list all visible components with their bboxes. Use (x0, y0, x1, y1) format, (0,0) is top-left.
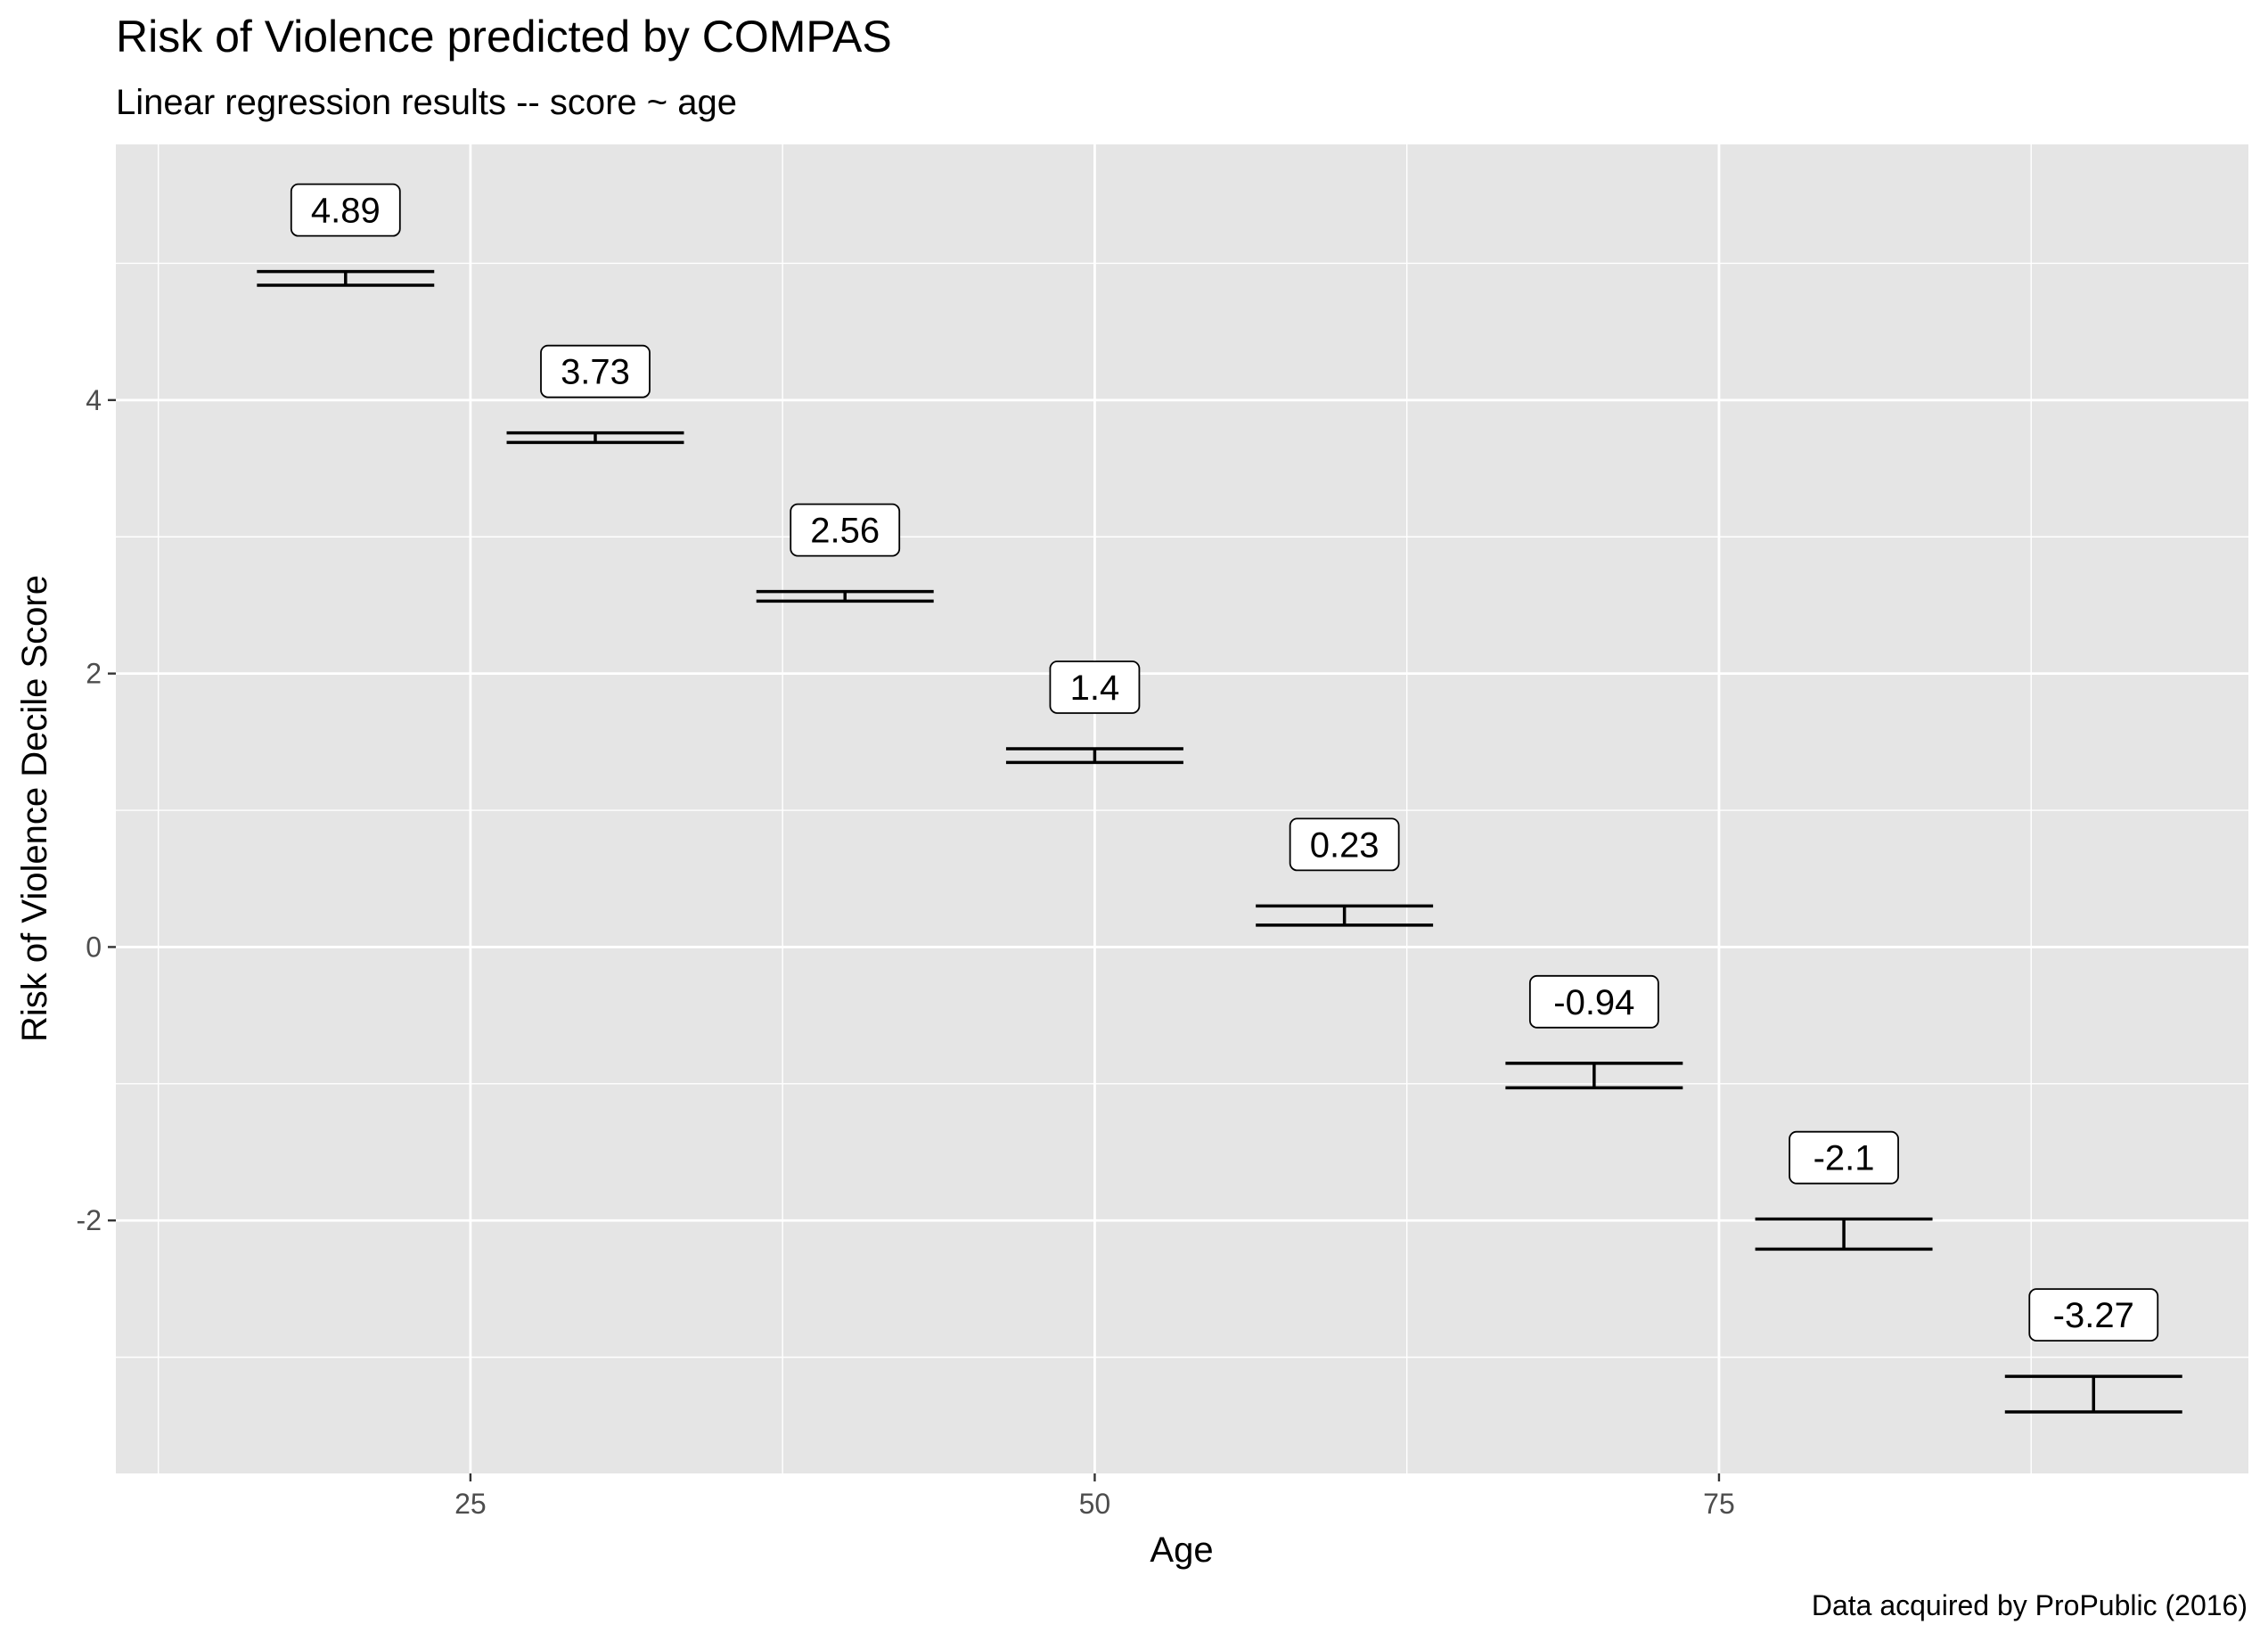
errorbar-marks (257, 269, 2182, 1414)
x-axis: 25 50 75 (454, 1473, 1735, 1520)
value-label-box (540, 344, 651, 398)
value-labels: 4.89 3.73 2.56 1.4 0.23 -0.94 -2.1 -3.27 (290, 183, 2159, 1342)
value-label-box (1049, 661, 1141, 714)
y-tick-label: 2 (86, 658, 102, 690)
value-label: 1.4 (1070, 669, 1120, 708)
value-label: -3.27 (2053, 1296, 2134, 1335)
value-label-box (1289, 817, 1400, 872)
y-axis: -2 0 2 4 (77, 384, 116, 1236)
value-label: 4.89 (311, 192, 381, 231)
value-label: 2.56 (810, 512, 880, 551)
y-axis-title: Risk of Violence Decile Score (15, 575, 54, 1042)
x-axis-title: Age (1150, 1530, 1213, 1570)
value-label: -0.94 (1553, 983, 1634, 1022)
y-tick-label: 4 (86, 384, 102, 416)
y-tick-label: 0 (86, 931, 102, 963)
x-tick-label: 75 (1703, 1488, 1735, 1520)
chart-subtitle: Linear regression results -- score ~ age (116, 83, 737, 122)
chart-title: Risk of Violence predicted by COMPAS (116, 12, 892, 62)
value-label-box (790, 503, 901, 557)
value-label-box (2028, 1288, 2159, 1342)
value-label-box (1789, 1130, 1899, 1185)
value-label: 0.23 (1310, 825, 1380, 865)
value-label-box (1528, 974, 1659, 1029)
chart-caption: Data acquired by ProPublic (2016) (1812, 1589, 2248, 1621)
value-label: -2.1 (1814, 1139, 1875, 1178)
y-tick-label: -2 (77, 1204, 102, 1236)
plot-panel (116, 144, 2248, 1473)
x-tick-label: 25 (454, 1488, 487, 1520)
value-label: 3.73 (561, 353, 630, 392)
x-tick-label: 50 (1079, 1488, 1111, 1520)
value-label-box (290, 183, 401, 237)
